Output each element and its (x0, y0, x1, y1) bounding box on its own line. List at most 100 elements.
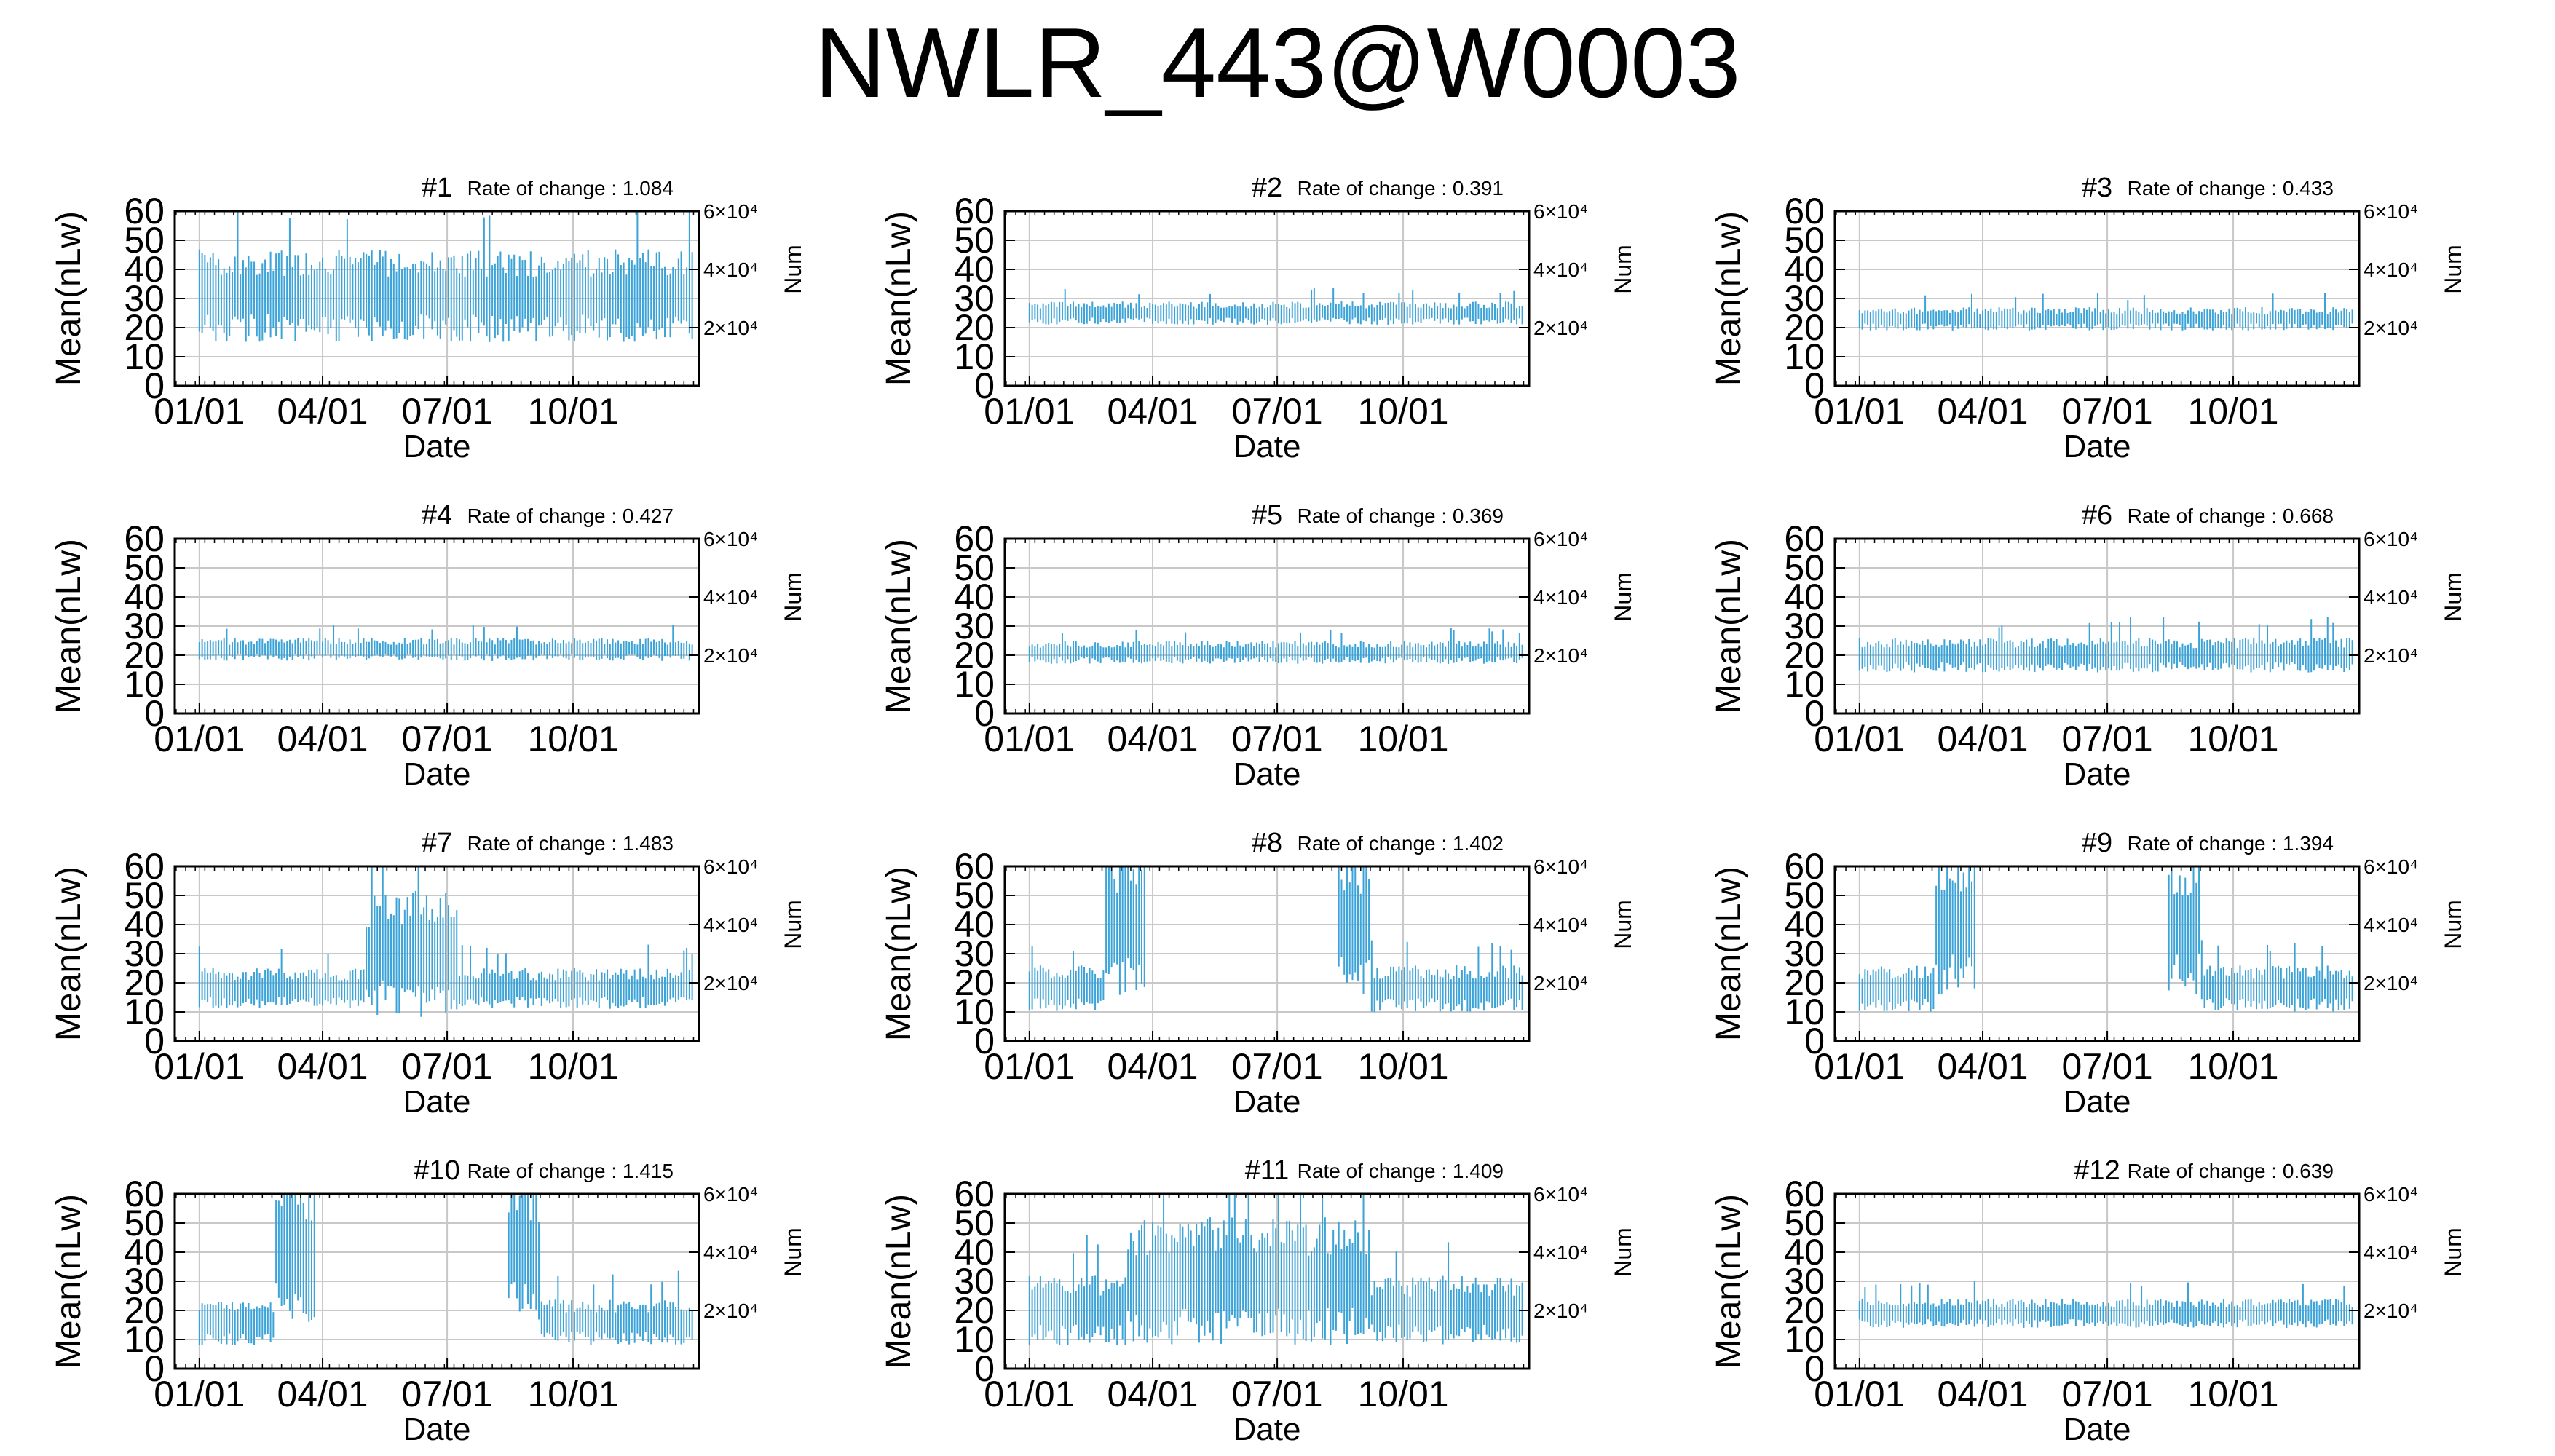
y-tick-label: 30 (954, 278, 995, 319)
y-tick-label: 20 (954, 635, 995, 676)
y-tick-label: 40 (954, 904, 995, 945)
rate-of-change-label: Rate of change : 1.409 (1298, 1160, 1504, 1182)
subplot-9 (1833, 865, 2361, 1042)
x-axis-label: Date (403, 756, 471, 792)
y-tick-label: 50 (1784, 220, 1825, 261)
subplot-8 (1003, 865, 1531, 1042)
y-tick-label: 60 (124, 191, 165, 232)
y-tick-label: 40 (954, 577, 995, 617)
y-tick-label: 0 (1804, 693, 1825, 734)
x-tick-label: 07/01 (402, 391, 493, 432)
y-tick-label: 30 (124, 933, 165, 974)
x-tick-label: 07/01 (1232, 1374, 1323, 1415)
y-tick-label: 50 (954, 547, 995, 588)
x-tick-label: 10/01 (1357, 1374, 1448, 1415)
y-tick-label: 40 (954, 249, 995, 290)
x-tick-label: 01/01 (154, 719, 245, 759)
x-tick-label: 07/01 (2062, 1374, 2153, 1415)
subplot-title: #1 (422, 173, 452, 203)
y-tick-label: 60 (1784, 1174, 1825, 1214)
y2-tick-label: 4×10⁴ (703, 1241, 758, 1264)
y-tick-label: 40 (1784, 249, 1825, 290)
x-tick-label: 10/01 (2187, 1046, 2278, 1087)
y2-axis-label: Num (2440, 572, 2466, 622)
subplot-11 (1003, 1192, 1531, 1370)
y-tick-label: 0 (1804, 1348, 1825, 1389)
x-tick-label: 01/01 (1814, 1374, 1905, 1415)
y-tick-label: 50 (124, 220, 165, 261)
subplot-3 (1833, 210, 2361, 387)
subplot-5 (1003, 537, 1531, 715)
y2-tick-label: 2×10⁴ (1533, 972, 1588, 994)
y2-axis-label: Num (780, 1227, 806, 1277)
x-axis-label: Date (1233, 1084, 1301, 1120)
x-tick-label: 07/01 (402, 719, 493, 759)
subplot-title: #6 (2082, 500, 2112, 531)
y-tick-label: 10 (1784, 664, 1825, 705)
x-tick-label: 01/01 (1814, 1046, 1905, 1087)
y2-tick-label: 4×10⁴ (1533, 1241, 1588, 1264)
y-tick-label: 60 (954, 191, 995, 232)
subplot-title: #12 (2074, 1155, 2120, 1186)
y-tick-label: 30 (124, 606, 165, 646)
y2-tick-label: 2×10⁴ (2364, 644, 2418, 667)
rate-of-change-label: Rate of change : 0.639 (2128, 1160, 2334, 1182)
x-tick-label: 04/01 (1107, 719, 1198, 759)
x-tick-label: 10/01 (527, 1046, 618, 1087)
y-tick-label: 50 (954, 1203, 995, 1243)
y-axis-label: Mean(nLw) (50, 539, 88, 713)
y-tick-label: 60 (1784, 518, 1825, 559)
x-axis-label: Date (2064, 429, 2131, 464)
y-tick-label: 60 (1784, 846, 1825, 887)
y-tick-label: 40 (124, 577, 165, 617)
x-tick-label: 10/01 (527, 391, 618, 432)
y-tick-label: 40 (124, 1232, 165, 1273)
y2-tick-label: 6×10⁴ (2364, 528, 2418, 550)
x-tick-label: 07/01 (2062, 1046, 2153, 1087)
y-tick-label: 50 (124, 875, 165, 916)
y-tick-label: 10 (124, 992, 165, 1032)
y2-tick-label: 4×10⁴ (1533, 258, 1588, 281)
y-tick-label: 10 (124, 1319, 165, 1360)
subplot-4 (173, 537, 700, 715)
x-tick-label: 01/01 (984, 719, 1075, 759)
y2-tick-label: 2×10⁴ (1533, 644, 1588, 667)
x-axis-label: Date (1233, 429, 1301, 464)
y-tick-label: 50 (124, 547, 165, 588)
y2-tick-label: 6×10⁴ (2364, 1183, 2418, 1206)
y-tick-label: 30 (954, 1261, 995, 1302)
y-tick-label: 20 (124, 962, 165, 1003)
x-tick-label: 01/01 (154, 1046, 245, 1087)
x-axis-label: Date (403, 1412, 471, 1447)
y-axis-label: Mean(nLw) (1710, 211, 1748, 386)
y2-tick-label: 6×10⁴ (1533, 200, 1588, 223)
y-tick-label: 30 (1784, 1261, 1825, 1302)
y2-axis-label: Num (1610, 1227, 1636, 1277)
subplot-12 (1833, 1192, 2361, 1370)
subplot-title: #7 (422, 828, 452, 858)
y-tick-label: 20 (954, 307, 995, 348)
y-tick-label: 60 (124, 518, 165, 559)
y-tick-label: 60 (954, 846, 995, 887)
y-tick-label: 0 (974, 693, 995, 734)
x-tick-label: 01/01 (1814, 719, 1905, 759)
y-axis-label: Mean(nLw) (880, 1194, 918, 1369)
y-tick-label: 50 (124, 1203, 165, 1243)
y2-axis-label: Num (2440, 1227, 2466, 1277)
x-tick-label: 01/01 (984, 1374, 1075, 1415)
y-tick-label: 10 (954, 1319, 995, 1360)
y2-tick-label: 6×10⁴ (1533, 855, 1588, 878)
y2-tick-label: 2×10⁴ (2364, 972, 2418, 994)
y-tick-label: 60 (954, 518, 995, 559)
x-tick-label: 01/01 (154, 391, 245, 432)
rate-of-change-label: Rate of change : 1.084 (467, 177, 674, 199)
y2-tick-label: 2×10⁴ (703, 317, 758, 339)
rate-of-change-label: Rate of change : 1.394 (2128, 832, 2334, 855)
y2-tick-label: 6×10⁴ (703, 1183, 758, 1206)
y-tick-label: 30 (954, 933, 995, 974)
y-tick-label: 30 (1784, 278, 1825, 319)
subplot-10 (173, 1192, 700, 1370)
y2-axis-label: Num (1610, 245, 1636, 294)
y2-tick-label: 2×10⁴ (703, 1299, 758, 1322)
rate-of-change-label: Rate of change : 0.433 (2128, 177, 2334, 199)
